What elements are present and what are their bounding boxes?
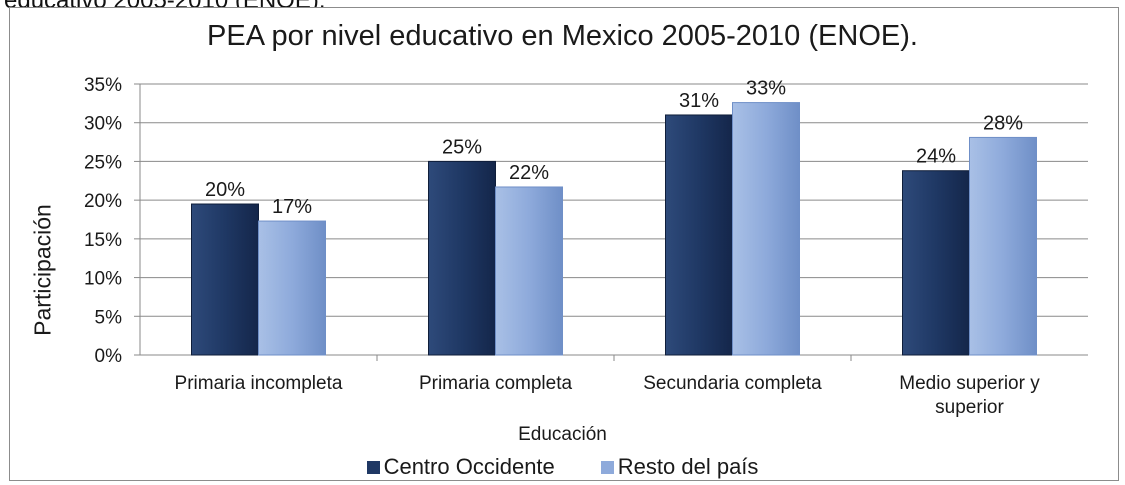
- y-axis-label: Participación: [29, 204, 56, 336]
- y-tick-label: 15%: [84, 230, 122, 251]
- y-tick-label: 35%: [84, 75, 122, 96]
- data-label: 31%: [679, 90, 719, 112]
- legend-label: Centro Occidente: [383, 454, 555, 479]
- labels: 0% 5% 10% 15% 20% 25% 30% 35% 20% 17% Primaria inc…: [84, 75, 1040, 418]
- x-tick-label: Medio superior y: [899, 373, 1040, 394]
- legend-item-resto-del-pais: Resto del país: [600, 454, 759, 480]
- bar: [732, 102, 800, 356]
- y-tick-label: 5%: [95, 307, 123, 328]
- legend-item-centro-occidente: Centro Occidente: [366, 454, 555, 480]
- data-label: 20%: [205, 179, 245, 201]
- x-axis-label: Educación: [518, 424, 607, 445]
- data-label: 24%: [916, 146, 956, 168]
- bar: [428, 160, 496, 356]
- y-tick-label: 30%: [84, 114, 122, 135]
- bar: [258, 220, 326, 356]
- legend-swatch-light: [600, 460, 614, 474]
- y-tick-label: 0%: [95, 346, 123, 367]
- x-tick-label: Primaria completa: [419, 373, 573, 394]
- x-tick-label: Secundaria completa: [643, 373, 822, 394]
- y-tick-label: 20%: [84, 191, 122, 212]
- bar: [495, 186, 563, 356]
- data-label: 33%: [746, 78, 786, 100]
- bar: [191, 203, 259, 356]
- bar: [969, 136, 1037, 356]
- legend: Centro Occidente Resto del país: [0, 454, 1125, 480]
- data-label: 17%: [272, 196, 312, 218]
- y-tick-label: 25%: [84, 152, 122, 173]
- bars: [191, 102, 1037, 356]
- x-tick-label: Primaria incompleta: [175, 373, 343, 394]
- bar: [665, 114, 733, 356]
- y-tick-label: 10%: [84, 269, 122, 290]
- legend-label: Resto del país: [617, 454, 759, 479]
- x-tick-label: superior: [935, 397, 1004, 418]
- bar: [902, 170, 970, 356]
- data-label: 25%: [442, 136, 482, 158]
- data-label: 28%: [983, 112, 1023, 134]
- data-label: 22%: [509, 162, 549, 184]
- legend-swatch-dark: [366, 460, 380, 474]
- chart-title: PEA por nivel educativo en Mexico 2005-2…: [207, 20, 918, 52]
